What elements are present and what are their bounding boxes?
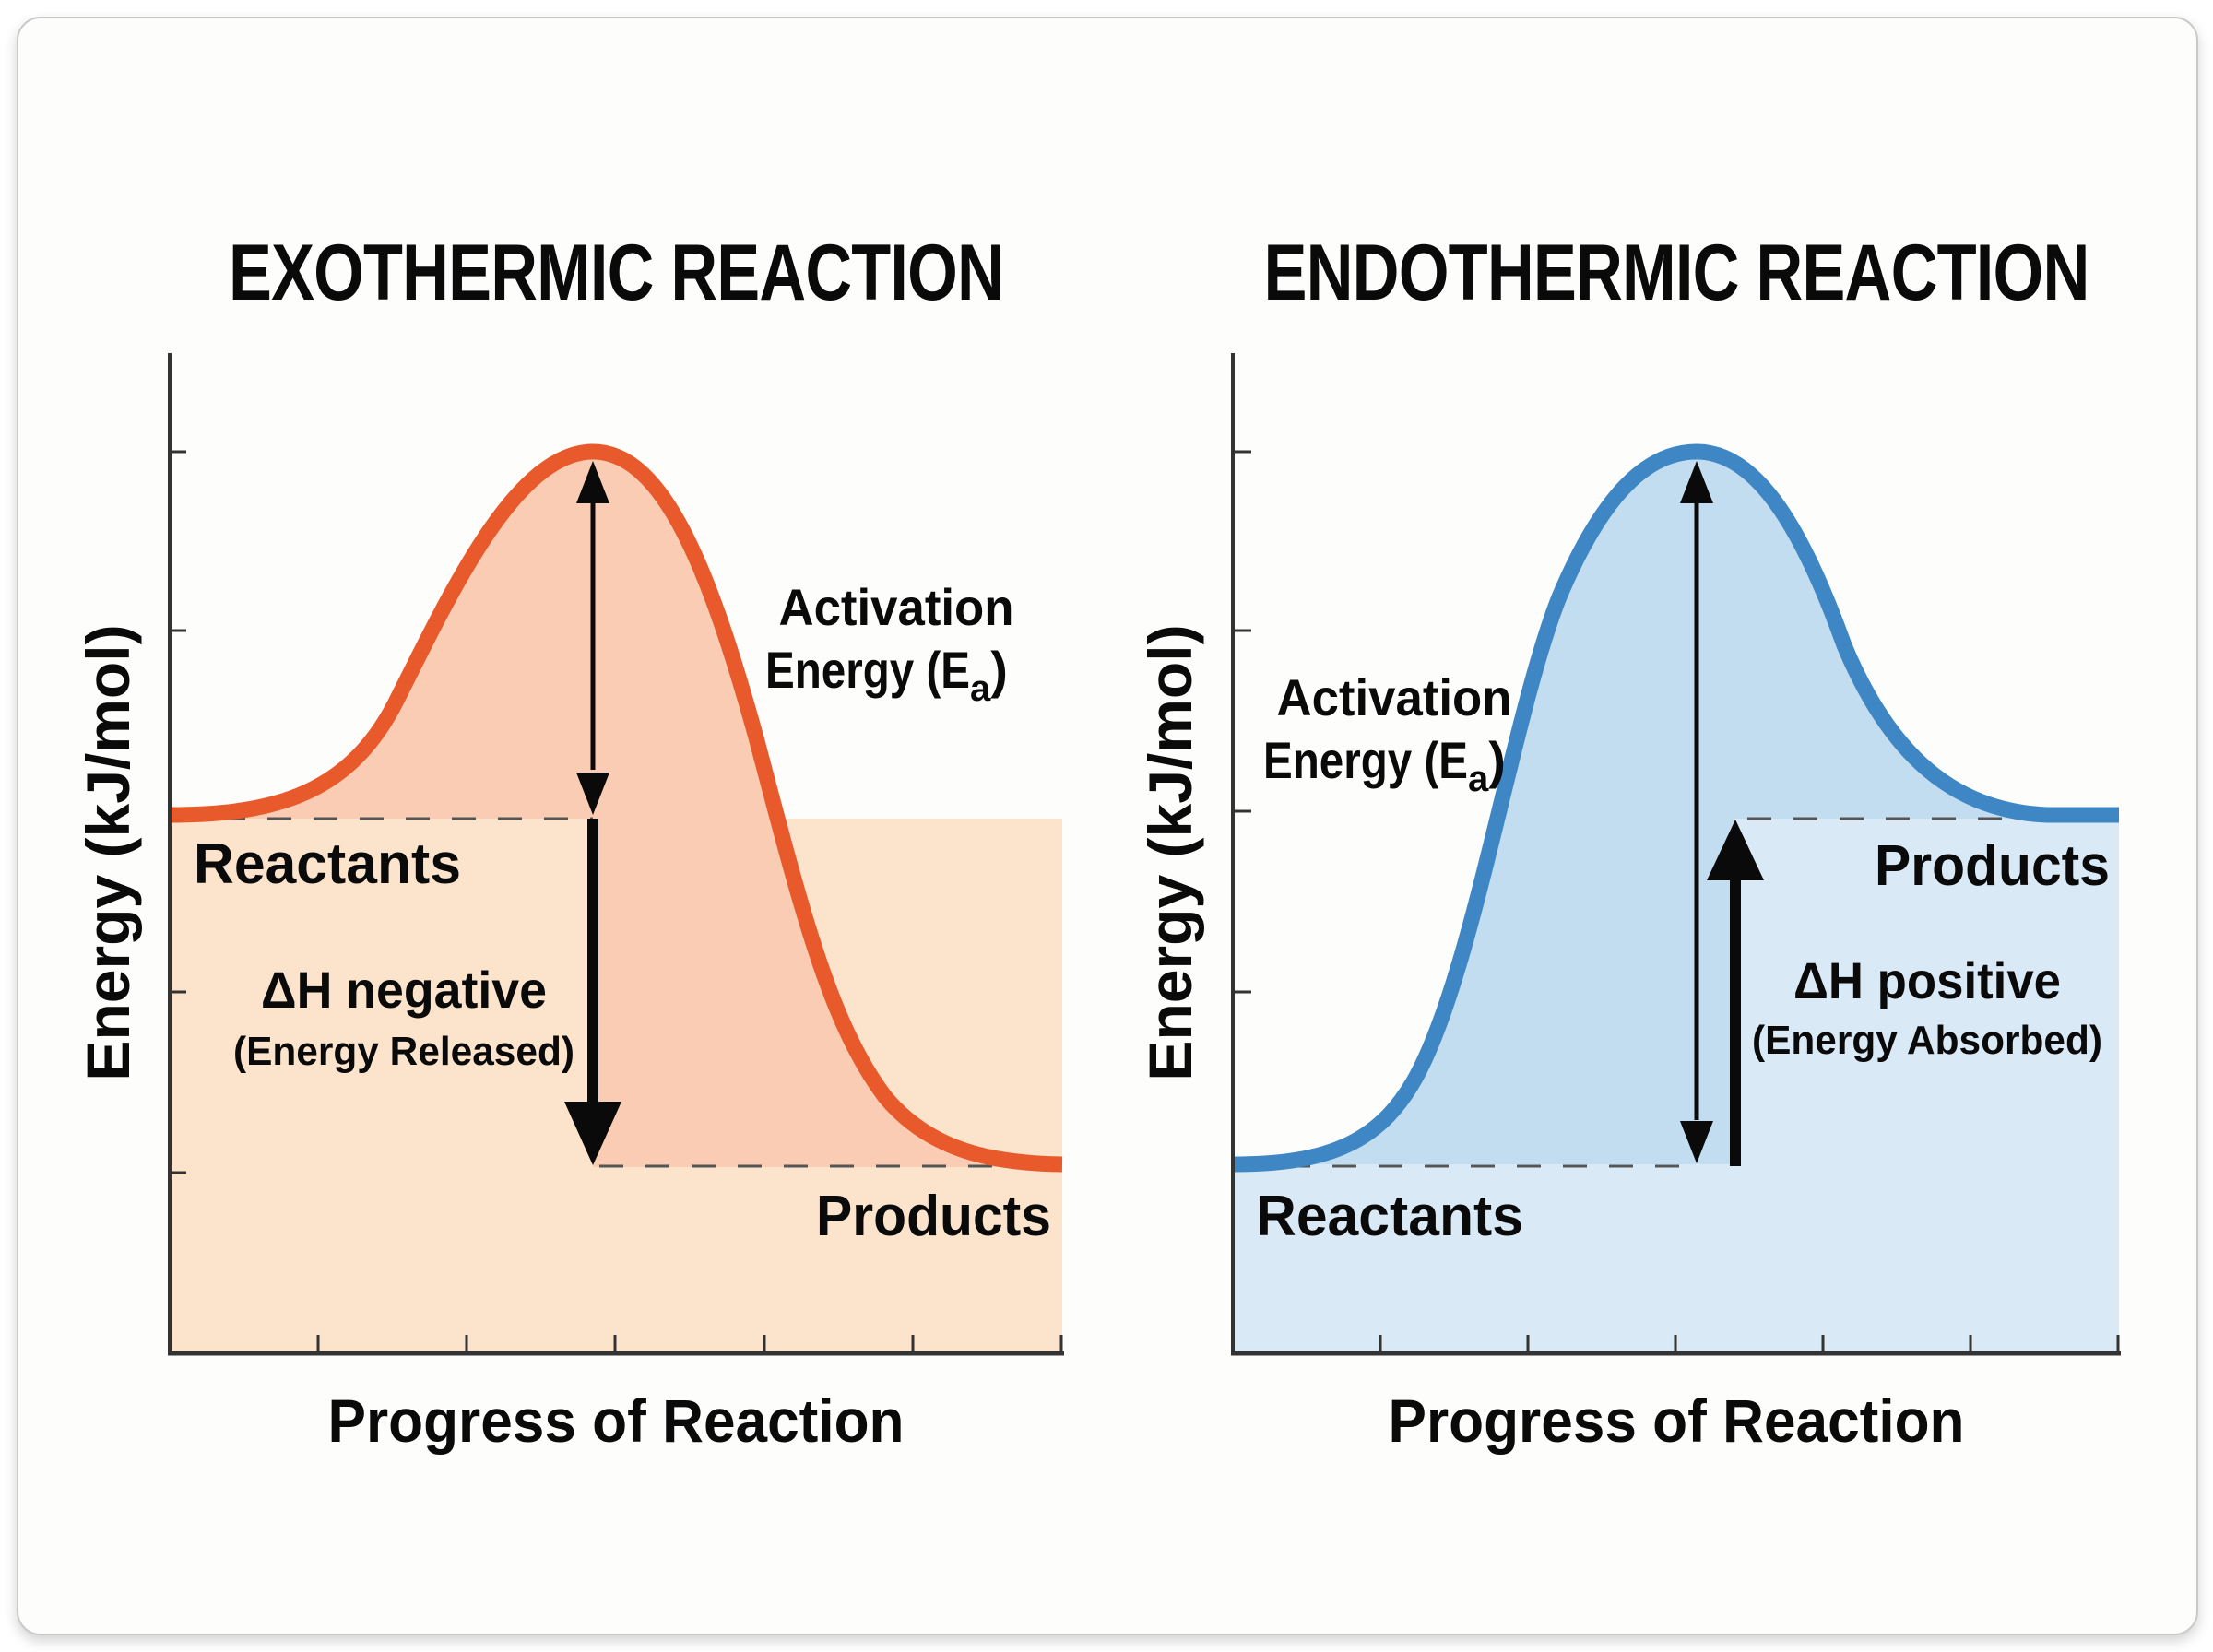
endo-activation-label-line2: Energy (Ea) [1263, 731, 1506, 799]
exo-delta-h-note: (Energy Released) [233, 1029, 574, 1074]
endo-y-axis-label: Energy (kJ/mol) [1136, 624, 1204, 1080]
exo-activation-arrowhead-down [576, 773, 609, 815]
exo-reactants-label: Reactants [194, 832, 461, 896]
exothermic-panel: EXOTHERMIC REACTION [74, 229, 1064, 1455]
exothermic-title: EXOTHERMIC REACTION [229, 229, 1003, 317]
endo-x-ticks [1379, 1335, 2120, 1353]
endothermic-panel: ENDOTHERMIC REACTION [1136, 229, 2121, 1455]
exo-y-ticks [170, 450, 186, 1174]
endo-reactants-label: Reactants [1256, 1185, 1523, 1248]
exo-delta-h-label: ΔH negative [261, 961, 547, 1019]
endothermic-title: ENDOTHERMIC REACTION [1264, 229, 2089, 317]
exo-activation-label-line1: Activation [779, 578, 1014, 636]
endo-delta-h-arrowhead [1707, 820, 1764, 880]
endo-y-ticks [1233, 450, 1251, 994]
exo-delta-h-arrowhead [564, 1102, 621, 1165]
endo-energy-curve [1232, 443, 2119, 1173]
exo-x-ticks [316, 1335, 1063, 1353]
endo-delta-h-label: ΔH positive [1793, 951, 2061, 1009]
endo-activation-arrowhead-down [1680, 1121, 1713, 1163]
endo-activation-label-line1: Activation [1277, 668, 1512, 726]
endo-activation-arrowhead-up [1680, 461, 1713, 503]
exo-activation-label-line2: Energy (Ea) [765, 641, 1008, 709]
exo-x-axis-label: Progress of Reaction [328, 1386, 905, 1455]
exo-products-label: Products [816, 1185, 1051, 1248]
exo-energy-curve [169, 443, 1063, 1173]
endo-delta-h-note: (Energy Absorbed) [1752, 1018, 2102, 1063]
endo-x-axis-label: Progress of Reaction [1389, 1386, 1965, 1455]
exo-y-axis-label: Energy (kJ/mol) [74, 624, 142, 1080]
endo-products-label: Products [1875, 834, 2110, 898]
exo-activation-arrowhead-up [576, 461, 609, 503]
